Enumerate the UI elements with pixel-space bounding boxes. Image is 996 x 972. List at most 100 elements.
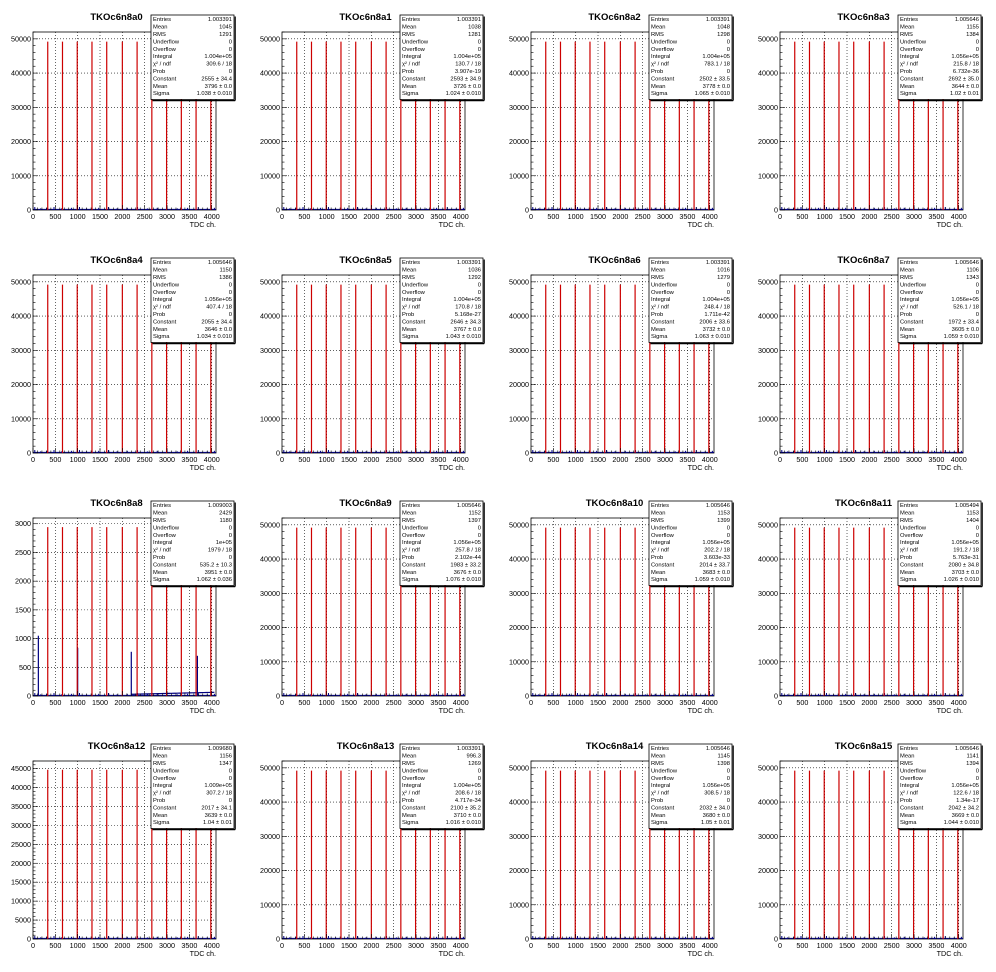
stats-value: 1.056e+05	[951, 783, 979, 789]
stats-value: 2429	[219, 511, 232, 517]
stats-value: 3710 ± 0.0	[454, 813, 481, 819]
stats-label: Overflow	[900, 776, 924, 782]
stats-label: Mean	[402, 813, 417, 819]
stats-label: Sigma	[900, 91, 917, 97]
stats-label: Constant	[900, 562, 924, 568]
x-tick-label: 4000	[951, 212, 967, 221]
stats-value: 1.02 ± 0.01	[950, 91, 979, 97]
y-tick-label: 20000	[758, 866, 778, 875]
y-tick-label: 30000	[11, 821, 31, 830]
stats-label: Sigma	[153, 820, 170, 826]
x-tick-label: 500	[49, 941, 61, 950]
stats-value: 1983 ± 33.2	[450, 562, 481, 568]
x-tick-label: 1000	[568, 212, 584, 221]
baseline-counts	[33, 450, 216, 453]
x-tick-label: 2500	[386, 698, 402, 707]
stats-label: Integral	[651, 54, 670, 60]
stats-box: Entries 1.009003 Mean 2429 RMS 1180 Underflow 0…	[150, 500, 236, 588]
x-tick-label: 1500	[341, 941, 357, 950]
stats-value: 3703 ± 0.0	[952, 570, 979, 576]
y-tick-label: 1000	[15, 634, 31, 643]
stats-value: 0	[976, 47, 979, 53]
stats-label: Underflow	[402, 525, 429, 531]
y-tick-label: 20000	[260, 866, 280, 875]
stats-label: Underflow	[402, 282, 429, 288]
stats-box-frame	[150, 500, 235, 586]
stats-value: 1155	[967, 25, 979, 31]
grid-lines	[282, 275, 465, 453]
stats-label: Mean	[402, 754, 417, 760]
x-tick-label: 4000	[453, 698, 469, 707]
stats-value: 0	[727, 69, 730, 75]
x-tick-label: 2000	[861, 455, 877, 464]
x-tick-label: 1500	[839, 698, 855, 707]
fit-peaks	[296, 770, 461, 939]
x-tick-label: 3000	[408, 698, 424, 707]
baseline-counts	[780, 693, 963, 696]
y-tick-label: 30000	[260, 589, 280, 598]
histogram-panel: TKOc6n8a15 0 500 1000 1500 2000 2500 3000 3500 40…	[758, 741, 983, 958]
stats-value: 1.063 ± 0.010	[695, 334, 730, 340]
x-tick-label: 1000	[568, 698, 584, 707]
x-tick-label: 500	[298, 698, 310, 707]
stats-value: 6.732e-36	[953, 69, 979, 75]
x-tick-label: 500	[547, 212, 559, 221]
x-tick-label: 3500	[181, 212, 197, 221]
y-axis-ticks	[33, 274, 38, 454]
stats-value: 0	[727, 525, 730, 531]
y-tick-label: 50000	[758, 763, 778, 772]
x-axis-ticks	[530, 691, 711, 696]
y-tick-label: 20000	[260, 380, 280, 389]
y-tick-label: 40000	[758, 555, 778, 564]
y-tick-label: 10000	[509, 900, 529, 909]
stats-label: Sigma	[651, 334, 668, 340]
stats-box-frame	[150, 14, 235, 100]
stats-box-frame	[648, 743, 733, 829]
x-tick-label: 4000	[951, 941, 967, 950]
x-tick-label: 2500	[635, 212, 651, 221]
stats-value: 1e+05	[216, 540, 232, 546]
y-tick-label: 0	[276, 692, 280, 701]
stats-label: RMS	[402, 275, 415, 281]
stats-label: Overflow	[900, 533, 924, 539]
grid-lines	[531, 32, 714, 210]
x-tick-label: 0	[529, 212, 533, 221]
baseline-counts	[282, 693, 465, 696]
stats-value: 2646 ± 34.3	[450, 319, 481, 325]
stats-value: 0	[229, 798, 232, 804]
stats-label: Mean	[900, 570, 915, 576]
stats-value: 1398	[717, 761, 730, 767]
stats-label: RMS	[153, 275, 166, 281]
stats-value: 1.009003	[208, 503, 232, 509]
stats-value: 1.059 ± 0.010	[944, 334, 979, 340]
stats-value: 0	[727, 39, 730, 45]
y-tick-label: 2000	[15, 577, 31, 586]
x-tick-label: 1000	[70, 212, 86, 221]
stats-value: 1153	[718, 511, 730, 517]
y-tick-label: 50000	[260, 520, 280, 529]
stats-value: 3605 ± 0.0	[952, 327, 979, 333]
grid-lines	[282, 518, 465, 696]
x-tick-label: 2000	[114, 698, 130, 707]
grid-lines	[282, 761, 465, 939]
histogram-panel: TKOc6n8a14 0 500 1000 1500 2000 2500 3000 3500 40…	[509, 741, 734, 958]
stats-box-frame	[897, 743, 982, 829]
x-tick-label: 2000	[612, 941, 628, 950]
stats-value: 2032 ± 34.0	[699, 805, 730, 811]
y-tick-label: 10000	[260, 414, 280, 423]
stats-value: 1.004e+05	[453, 54, 481, 60]
x-tick-label: 2000	[363, 941, 379, 950]
baseline-counts	[282, 207, 465, 210]
stats-value: 1404	[966, 518, 980, 524]
y-tick-label: 20000	[11, 137, 31, 146]
stats-label: Entries	[402, 503, 420, 509]
stats-label: Mean	[651, 327, 666, 333]
stats-label: χ² / ndf	[402, 305, 420, 311]
stats-value: 3644 ± 0.0	[952, 84, 979, 90]
stats-label: Mean	[651, 754, 666, 760]
y-tick-label: 35000	[11, 802, 31, 811]
stats-label: Prob	[900, 555, 912, 561]
stats-label: Entries	[900, 746, 918, 752]
stats-value: 3951 ± 0.0	[205, 570, 232, 576]
x-axis-ticks	[530, 205, 711, 210]
